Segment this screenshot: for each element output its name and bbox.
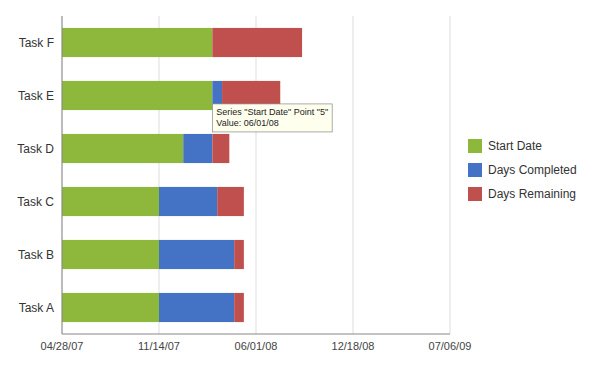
category-label: Task E bbox=[18, 89, 54, 103]
legend-swatch bbox=[468, 163, 482, 177]
grid-line bbox=[62, 16, 63, 334]
bar bbox=[62, 134, 183, 163]
grid-line bbox=[450, 16, 451, 334]
grid-line bbox=[256, 16, 257, 334]
bar bbox=[212, 28, 302, 57]
category-label: Task F bbox=[19, 36, 54, 50]
bar bbox=[159, 187, 217, 216]
bar bbox=[234, 293, 244, 322]
legend: Start Date Days Completed Days Remaining bbox=[468, 139, 577, 201]
bar bbox=[234, 240, 244, 269]
legend-label: Start Date bbox=[488, 139, 542, 153]
category-label: Task D bbox=[17, 142, 54, 156]
bar bbox=[62, 28, 212, 57]
grid-line bbox=[353, 16, 354, 334]
annotation-text: Series "Start Date" Point "5"Value: 06/0… bbox=[216, 107, 328, 128]
category-label: Task B bbox=[18, 248, 54, 262]
bar bbox=[62, 240, 159, 269]
bars bbox=[62, 28, 302, 322]
category-label: Task C bbox=[17, 195, 54, 209]
bar bbox=[62, 293, 159, 322]
legend-swatch bbox=[468, 187, 482, 201]
annotation-line: Series "Start Date" Point "5" bbox=[216, 107, 328, 117]
plot-area bbox=[62, 16, 450, 334]
annotation: Series "Start Date" Point "5"Value: 06/0… bbox=[212, 104, 332, 132]
legend-swatch bbox=[468, 139, 482, 153]
bar bbox=[159, 293, 234, 322]
tick-label: 06/01/08 bbox=[235, 340, 278, 352]
bar bbox=[62, 187, 159, 216]
grid-line bbox=[159, 16, 160, 334]
legend-label: Days Remaining bbox=[488, 187, 576, 201]
axis-line bbox=[62, 334, 450, 335]
bar bbox=[217, 187, 244, 216]
tick-label: 12/18/08 bbox=[332, 340, 375, 352]
bar bbox=[159, 240, 234, 269]
bar bbox=[212, 134, 229, 163]
axis-line bbox=[62, 16, 63, 334]
tick-label: 04/28/07 bbox=[41, 340, 84, 352]
annotation-line: Value: 06/01/08 bbox=[216, 118, 278, 128]
annotation-box bbox=[212, 104, 332, 132]
tick-label: 07/06/09 bbox=[429, 340, 472, 352]
category-label: Task A bbox=[19, 301, 54, 315]
tick-label: 11/14/07 bbox=[138, 340, 180, 352]
bar bbox=[183, 134, 212, 163]
chart: 04/28/07 11/14/07 06/01/08 12/18/08 07/06/09… bbox=[0, 0, 600, 370]
bar bbox=[62, 81, 212, 110]
legend-label: Days Completed bbox=[488, 163, 577, 177]
